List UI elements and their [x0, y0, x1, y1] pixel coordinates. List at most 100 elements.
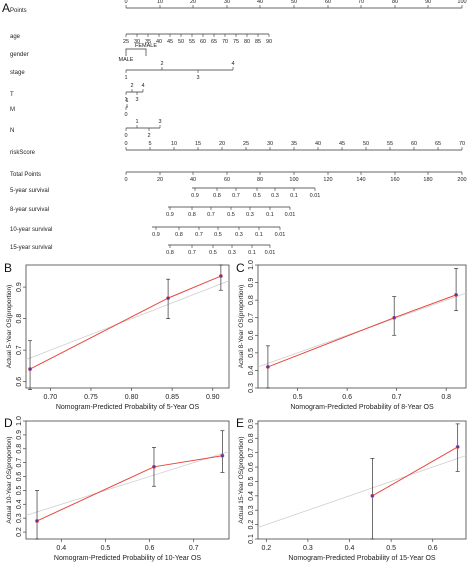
data-point: [28, 367, 32, 371]
calibration-panel-e: 0.2 0.3 0.4 0.5 0.6 0.1 0.2 0.3 0.4 0.5 0.6 0.7 0.8 0…: [238, 419, 467, 562]
nomogram-tick-label: 35: [291, 141, 297, 147]
nomogram-row-label: N: [10, 128, 14, 134]
nomogram-row: M 1 0: [10, 98, 129, 118]
plot-frame: [257, 420, 467, 540]
nomogram-row: 8-year survival 0.9 0.8 0.7 0.5 0.3 0.1 0.01: [10, 206, 296, 218]
x-tick-label: 0.75: [84, 394, 98, 401]
nomogram-tick-label: 90: [266, 39, 272, 45]
y-tick-label: 0.2: [16, 527, 23, 537]
x-axis-title: Nomogram-Predicted Probability of 8-Year…: [290, 404, 434, 411]
nomogram-tick-label: 0.7: [232, 193, 240, 199]
nomogram-tick-label: 20: [219, 141, 225, 147]
nomogram-tick-label: 3: [196, 75, 199, 81]
nomogram-tick-label: 40: [257, 0, 263, 5]
y-tick-label: 0.6: [248, 330, 255, 340]
calibration-panel-d: 0.4 0.5 0.6 0.7 0.2 0.3 0.4 0.5 0.6 0.7 0.8 0.9 1.0 N…: [6, 416, 230, 562]
nomogram-tick-label: 0.8: [213, 193, 221, 199]
nomogram-tick-label: 0.5: [227, 212, 235, 218]
x-tick-label: 0.7: [392, 394, 402, 401]
y-tick-label: 0.9: [248, 278, 255, 288]
y-tick-label: 0.5: [248, 476, 255, 486]
nomogram-tick-label: 0.5: [253, 193, 261, 199]
nomogram-row-label: T: [10, 92, 14, 98]
nomogram-tick-label: 0.8: [188, 212, 196, 218]
nomogram-tick-label: 80: [257, 177, 263, 183]
nomogram-tick-label: 40: [315, 141, 321, 147]
x-tick-label: 0.7: [189, 545, 199, 552]
nomogram-row: 5-year survival 0.9 0.8 0.7 0.5 0.3 0.1 0.01: [10, 187, 320, 199]
y-tick-label: 0.6: [16, 377, 23, 387]
nomogram-tick-label: 0.7: [207, 212, 215, 218]
nomogram-tick-label: 20: [157, 177, 163, 183]
x-tick-label: 0.4: [56, 545, 66, 552]
x-tick-label: 0.5: [293, 394, 303, 401]
y-tick-label: 0.6: [16, 472, 23, 482]
y-tick-label: 0.8: [248, 295, 255, 305]
nomogram-row-label: age: [10, 34, 21, 40]
nomogram-tick-label: 45: [167, 39, 173, 45]
nomogram-row: age 25 30 35 40 45 50 55 60 65 70 75 80 85 90: [10, 33, 272, 45]
nomogram-tick-label: 3: [135, 97, 138, 103]
y-tick-label: 0.7: [16, 345, 23, 355]
nomogram-tick-label: 0.01: [275, 232, 286, 238]
x-tick-label: 0.4: [345, 545, 355, 552]
nomogram-tick-label: 160: [390, 177, 399, 183]
nomogram-tick-label: 10: [171, 141, 177, 147]
nomogram-tick-label: 55: [189, 39, 195, 45]
nomogram-row-label: M: [10, 107, 15, 113]
y-axis-title: Actual 15-Year OS(proportion): [238, 436, 245, 523]
data-point: [35, 519, 39, 523]
y-axis-title: Actual 10-Year OS(proportion): [6, 436, 13, 523]
nomogram-tick-label: 50: [363, 141, 369, 147]
nomogram-row: stage 1 2 3 4: [10, 61, 235, 81]
nomogram-tick-label: 50: [178, 39, 184, 45]
y-tick-label: 0.6: [248, 462, 255, 472]
x-tick-label: 0.8: [441, 394, 451, 401]
nomogram-tick-label: 0.01: [285, 212, 296, 218]
panel-label-a: A: [2, 1, 10, 15]
nomogram-tick-label: 40: [190, 177, 196, 183]
nomogram-row: N 1 3 0 2: [10, 119, 162, 139]
nomogram-tick-label: 30: [134, 39, 140, 45]
y-tick-label: 0.8: [16, 444, 23, 454]
nomogram-axis-line: [125, 48, 147, 56]
nomogram-tick-label: 0.8: [175, 232, 183, 238]
calibration-panel-c: 0.5 0.6 0.7 0.8 0.3 0.4 0.5 0.6 0.7 0.8 0.9 1.0 Nomo…: [238, 260, 467, 411]
ideal-diagonal-line: [25, 280, 230, 360]
y-tick-label: 0.4: [248, 365, 255, 375]
nomogram-tick-label: 0: [124, 141, 127, 147]
y-tick-label: 0.4: [248, 491, 255, 501]
nomogram-tick-label: 35: [145, 39, 151, 45]
nomogram-tick-label: 70: [358, 0, 364, 5]
y-tick-label: 0.1: [248, 534, 255, 544]
data-point: [218, 274, 223, 278]
nomogram-tick-label: 0.8: [166, 250, 174, 256]
y-tick-label: 0.5: [248, 348, 255, 358]
nomogram-tick-label: 0.01: [265, 250, 276, 256]
y-tick-label: 0.7: [16, 458, 23, 468]
nomogram-tick-label: 1: [125, 98, 128, 104]
nomogram-row: 15-year survival 0.8 0.7 0.5 0.3 0.1 0.01: [10, 244, 276, 256]
data-point: [392, 315, 397, 320]
nomogram-row-label: 15-year survival: [10, 245, 52, 251]
nomogram-tick-label: 0.9: [166, 212, 174, 218]
nomogram-tick-label: 30: [224, 0, 230, 5]
nomogram-tick-label: 60: [411, 141, 417, 147]
panel-label-b: B: [4, 261, 12, 275]
nomogram-tick-label: 30: [267, 141, 273, 147]
data-point: [166, 296, 171, 301]
y-tick-label: 0.7: [248, 313, 255, 323]
nomogram-row-label: 5-year survival: [10, 188, 49, 194]
data-point: [370, 493, 375, 498]
nomogram-tick-label: 100: [289, 177, 298, 183]
nomogram-tick-label: 80: [392, 0, 398, 5]
nomogram-row: T 2 4 1 3: [10, 83, 145, 103]
nomogram-tick-label: 25: [123, 39, 129, 45]
y-tick-label: 0.9: [16, 282, 23, 292]
nomogram-tick-label: 5: [148, 141, 151, 147]
nomogram-tick-label: 0.3: [271, 193, 279, 199]
nomogram-tick-label: 0.1: [255, 232, 263, 238]
y-tick-label: 0.9: [248, 419, 255, 429]
nomogram-tick-label: 1: [124, 97, 127, 103]
